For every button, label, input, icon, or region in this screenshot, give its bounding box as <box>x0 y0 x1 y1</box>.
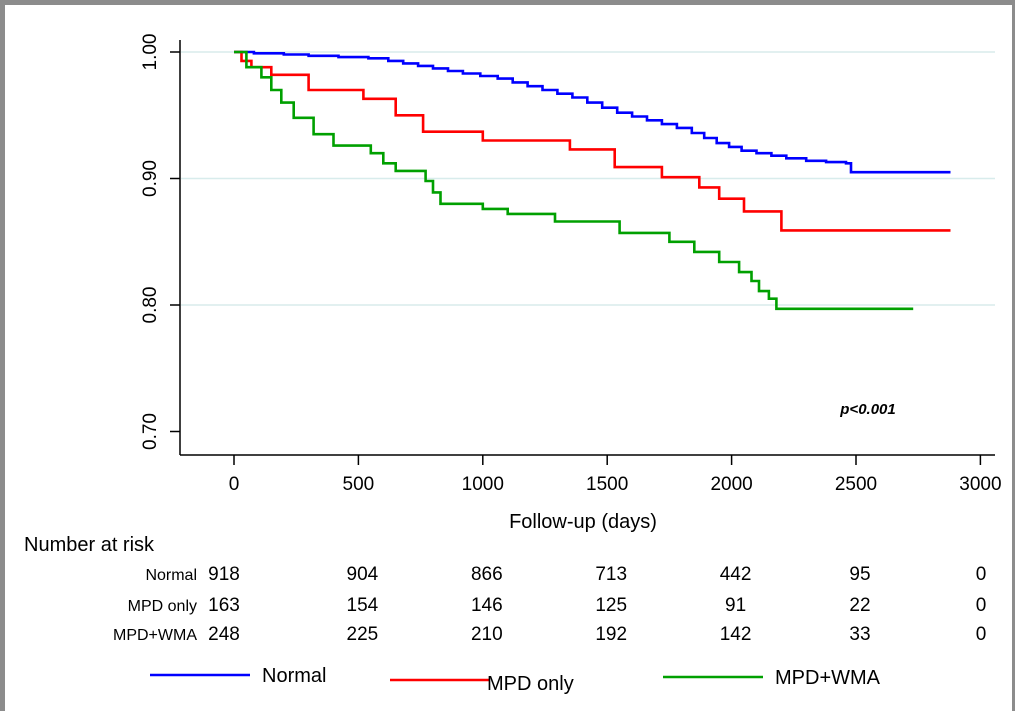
axes-layer <box>179 40 995 456</box>
risk-value: 225 <box>347 624 379 645</box>
y-tick-label: 1.00 <box>140 34 161 71</box>
survival-curve-mpd-wma <box>234 50 914 311</box>
risk-value: 142 <box>720 624 752 645</box>
risk-value: 713 <box>595 564 627 585</box>
legend: Normal MPD only MPD+WMA <box>150 665 881 695</box>
x-tick-label: 0 <box>229 474 240 495</box>
risk-value: 0 <box>976 624 987 645</box>
risk-value: 125 <box>595 595 627 616</box>
x-tick-label: 1000 <box>462 474 504 495</box>
risk-value: 192 <box>595 624 627 645</box>
risk-table: Normal 918 904 866 713 442 95 0 MPD only 163 154 14… <box>113 564 986 645</box>
survival-curve-normal <box>234 50 951 174</box>
grid-layer <box>181 51 995 306</box>
y-tick-label: 0.70 <box>140 413 161 450</box>
risk-value: 210 <box>471 624 503 645</box>
risk-value: 22 <box>849 595 870 616</box>
risk-value: 866 <box>471 564 503 585</box>
x-tick-label: 500 <box>343 474 375 495</box>
survival-curve-mpd-only <box>234 50 951 232</box>
legend-label: Normal <box>262 665 326 687</box>
x-tick-label: 3000 <box>959 474 1001 495</box>
legend-label: MPD+WMA <box>775 667 881 689</box>
y-tick-label: 0.90 <box>140 160 161 197</box>
risk-value: 904 <box>347 564 379 585</box>
risk-value: 0 <box>976 564 987 585</box>
risk-row-label: MPD only <box>128 598 197 615</box>
risk-value: 95 <box>849 564 870 585</box>
risk-value: 163 <box>208 595 240 616</box>
risk-value: 0 <box>976 595 987 616</box>
risk-value: 146 <box>471 595 503 616</box>
risk-row-label: MPD+WMA <box>113 627 197 644</box>
risk-row-label: Normal <box>145 567 197 584</box>
risk-table-title: Number at risk <box>24 534 155 556</box>
risk-value: 91 <box>725 595 746 616</box>
x-tick-label: 2000 <box>710 474 752 495</box>
x-axis-title: Follow-up (days) <box>509 511 657 533</box>
risk-value: 918 <box>208 564 240 585</box>
legend-label: MPD only <box>487 673 574 695</box>
risk-value: 248 <box>208 624 240 645</box>
risk-value: 442 <box>720 564 752 585</box>
risk-value: 33 <box>849 624 870 645</box>
p-value-annotation: p<0.001 <box>839 401 895 418</box>
x-tick-label: 1500 <box>586 474 628 495</box>
ticks-layer: 0.70 0.80 0.90 1.00 0 500 1000 1500 2000 2500 3000 <box>140 34 1002 495</box>
y-tick-label: 0.80 <box>140 287 161 324</box>
risk-value: 154 <box>347 595 379 616</box>
series-layer <box>234 50 951 311</box>
x-tick-label: 2500 <box>835 474 877 495</box>
